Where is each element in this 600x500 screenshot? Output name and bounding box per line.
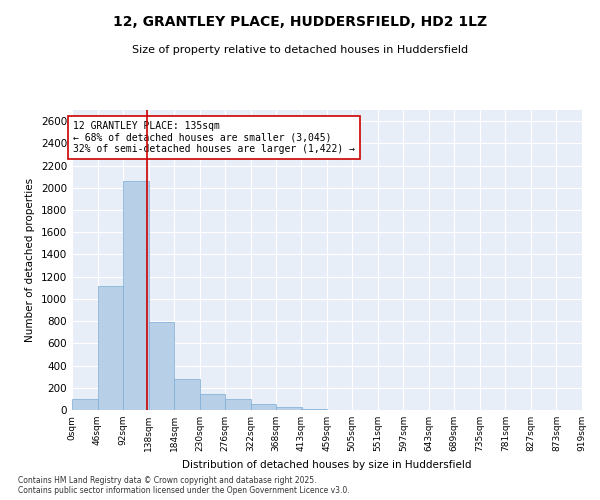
Bar <box>149 322 174 410</box>
Bar <box>251 404 276 410</box>
X-axis label: Distribution of detached houses by size in Huddersfield: Distribution of detached houses by size … <box>182 460 472 469</box>
Text: 12, GRANTLEY PLACE, HUDDERSFIELD, HD2 1LZ: 12, GRANTLEY PLACE, HUDDERSFIELD, HD2 1L… <box>113 15 487 29</box>
Y-axis label: Number of detached properties: Number of detached properties <box>25 178 35 342</box>
Bar <box>98 286 123 410</box>
Text: Contains HM Land Registry data © Crown copyright and database right 2025.
Contai: Contains HM Land Registry data © Crown c… <box>18 476 350 495</box>
Text: 12 GRANTLEY PLACE: 135sqm
← 68% of detached houses are smaller (3,045)
32% of se: 12 GRANTLEY PLACE: 135sqm ← 68% of detac… <box>73 121 355 154</box>
Bar <box>225 400 251 410</box>
Bar <box>123 181 149 410</box>
Bar <box>200 394 225 410</box>
Text: Size of property relative to detached houses in Huddersfield: Size of property relative to detached ho… <box>132 45 468 55</box>
Bar <box>72 399 98 410</box>
Bar <box>276 407 302 410</box>
Bar <box>174 380 200 410</box>
Bar <box>301 409 327 410</box>
